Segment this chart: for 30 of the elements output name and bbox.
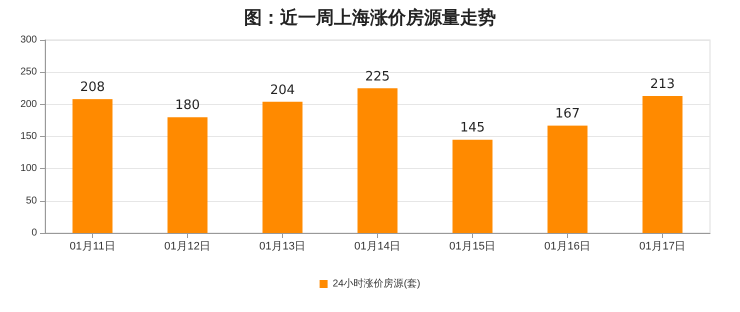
x-tick-label: 01月13日 xyxy=(259,240,306,252)
x-tick-label: 01月11日 xyxy=(70,240,116,252)
data-label: 180 xyxy=(175,98,200,114)
data-label: 213 xyxy=(650,76,675,92)
data-label: 225 xyxy=(365,69,390,84)
data-label: 167 xyxy=(555,106,580,122)
data-label: 208 xyxy=(80,80,105,96)
bar xyxy=(358,88,398,233)
x-tick-label: 01月16日 xyxy=(544,240,591,252)
y-tick-label: 0 xyxy=(31,228,38,238)
x-tick-label: 01月15日 xyxy=(449,240,496,252)
y-tick-label: 250 xyxy=(20,66,38,78)
x-tick-label: 01月12日 xyxy=(164,240,211,252)
chart-title: 图：近一周上海涨价房源量走势 xyxy=(244,8,496,28)
y-tick-label: 100 xyxy=(20,163,38,174)
data-label: 204 xyxy=(270,82,295,98)
x-tick-label: 01月14日 xyxy=(354,240,401,252)
data-label: 145 xyxy=(460,120,485,136)
x-tick-label: 01月17日 xyxy=(639,240,686,252)
bar xyxy=(72,99,112,233)
y-tick-label: 200 xyxy=(20,98,38,110)
bar xyxy=(452,140,492,233)
y-tick-label: 300 xyxy=(20,34,38,46)
bar xyxy=(168,117,208,233)
bar xyxy=(642,96,682,233)
y-tick-label: 150 xyxy=(20,131,38,142)
y-tick-label: 50 xyxy=(26,195,38,206)
bar xyxy=(548,126,588,233)
legend-label: 24小时涨价房源(套) xyxy=(332,278,420,290)
bar xyxy=(262,102,302,233)
